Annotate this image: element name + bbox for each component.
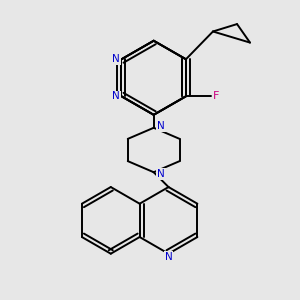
Text: N: N xyxy=(157,121,165,131)
Text: F: F xyxy=(213,91,219,101)
Text: N: N xyxy=(112,91,120,101)
Text: N: N xyxy=(157,169,165,179)
Text: N: N xyxy=(165,252,172,262)
Text: N: N xyxy=(112,54,120,64)
